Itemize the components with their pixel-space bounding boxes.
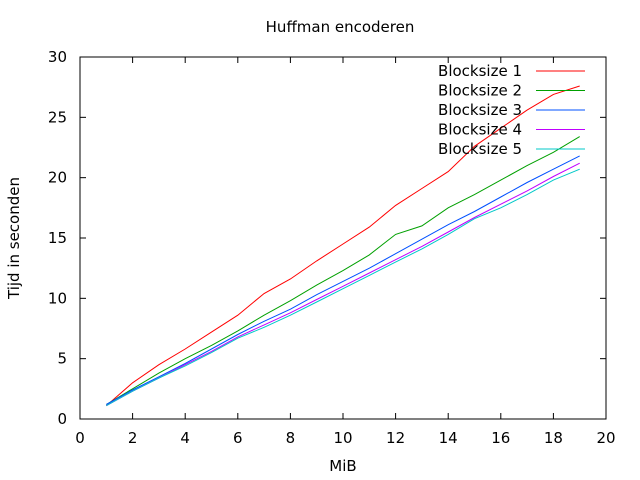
y-tick-label: 15	[48, 229, 67, 247]
x-tick-label: 16	[491, 429, 510, 447]
y-tick-label: 10	[48, 289, 67, 307]
y-tick-label: 20	[48, 169, 67, 187]
y-tick-label: 25	[48, 108, 67, 126]
axis-tick-labels: 0 2 4 6 8 10 12 14 16 18 20 0 5 10 15 20 25 30	[48, 48, 616, 447]
series-line-blocksize-1	[105, 85, 580, 407]
legend-label: Blocksize 2	[438, 82, 522, 100]
series-line-blocksize-5	[106, 168, 580, 407]
axis-ticks	[79, 56, 607, 420]
y-tick-label: 30	[48, 48, 67, 66]
legend-label: Blocksize 4	[438, 121, 522, 139]
x-tick-label: 18	[544, 429, 563, 447]
series-line-blocksize-4	[106, 162, 580, 407]
y-tick-label: 0	[57, 410, 67, 428]
x-tick-label: 10	[333, 429, 352, 447]
x-tick-label: 2	[128, 429, 138, 447]
x-tick-label: 14	[439, 429, 458, 447]
x-tick-label: 8	[286, 429, 296, 447]
legend-label: Blocksize 1	[438, 62, 522, 80]
series-lines	[105, 85, 580, 407]
x-tick-label: 6	[233, 429, 243, 447]
x-tick-label: 20	[596, 429, 615, 447]
y-tick-label: 5	[57, 350, 67, 368]
series-line-blocksize-3	[106, 155, 580, 405]
chart-title: Huffman encoderen	[266, 18, 415, 36]
x-tick-label: 4	[180, 429, 190, 447]
x-axis-label: MiB	[329, 457, 356, 475]
series-line-blocksize-2	[106, 136, 580, 405]
legend-label: Blocksize 3	[438, 101, 522, 119]
legend-label: Blocksize 5	[438, 140, 522, 158]
x-tick-label: 0	[75, 429, 85, 447]
x-tick-label: 12	[386, 429, 405, 447]
y-axis-label: Tijd in seconden	[5, 177, 23, 300]
